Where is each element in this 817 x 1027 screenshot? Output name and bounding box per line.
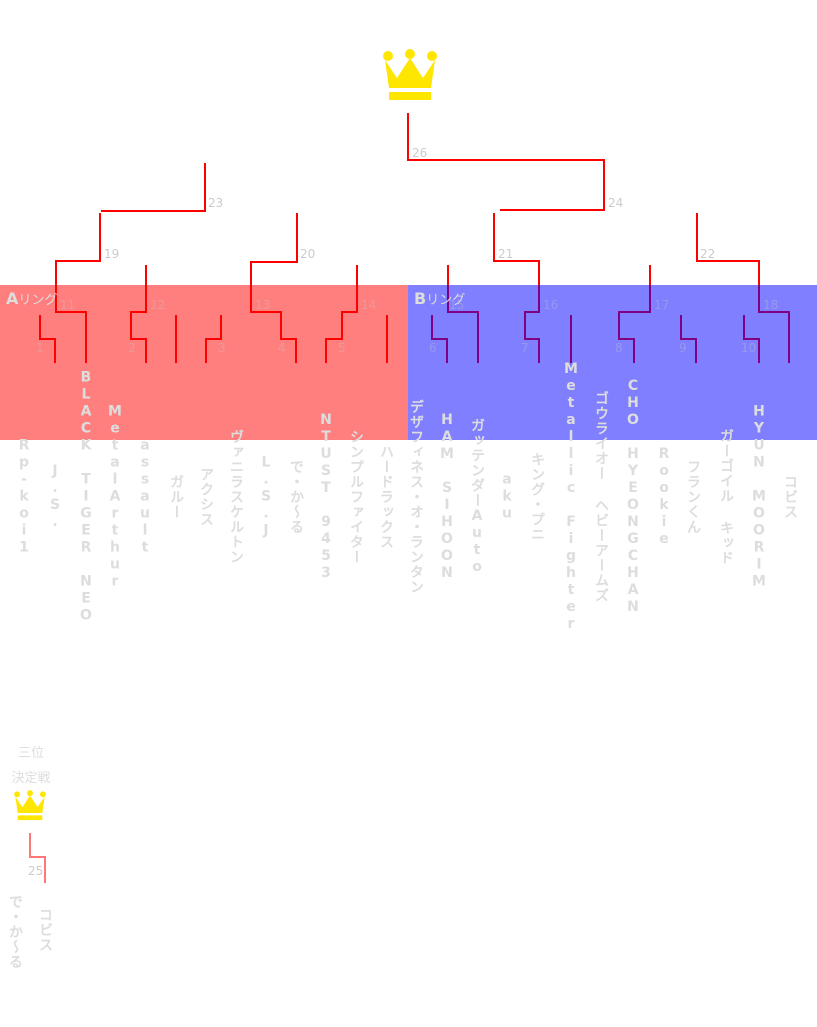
bracket-line: [29, 833, 46, 883]
match-number: 11: [60, 298, 76, 312]
player-name: CHO HYEONGCHAN: [625, 378, 641, 616]
player-name: Rp-koi1: [16, 437, 32, 557]
player-name: キング・プニ: [529, 452, 545, 542]
match-number: 20: [300, 247, 316, 261]
match-number: 19: [104, 247, 120, 261]
match-number: 7: [521, 341, 529, 355]
player-name: で・か〜る: [7, 894, 23, 970]
match-number: 21: [498, 247, 514, 261]
match-number: 26: [412, 146, 428, 160]
match-number: 8: [615, 341, 623, 355]
ring-b-band: Bリング: [408, 285, 817, 440]
player-name: コビス: [782, 474, 798, 520]
match-number: 4: [278, 341, 286, 355]
player-name: コビス: [37, 907, 53, 953]
player-name: で・か〜る: [288, 459, 304, 535]
crown-icon: [383, 49, 437, 100]
player-name: シンプルファイター: [348, 429, 364, 565]
match-number: 25: [28, 864, 44, 878]
player-name: ガーゴイル キッド: [718, 428, 734, 566]
match-number: 2: [128, 341, 136, 355]
third-place-crown-icon: [14, 790, 46, 821]
third-place-title: 決定戦: [11, 771, 51, 786]
bracket-line: [407, 113, 605, 211]
bracket-line: [101, 163, 206, 212]
player-name: assault: [137, 437, 153, 557]
player-name: フランくん: [685, 459, 701, 535]
match-number: 5: [338, 341, 346, 355]
player-name: MetalArthur: [107, 403, 123, 591]
match-number: 6: [429, 341, 437, 355]
match-number: 22: [700, 247, 716, 261]
match-number: 12: [150, 298, 166, 312]
player-name: BLACK TIGER NEO: [78, 369, 94, 625]
player-name: デザフィネス・オ・ランタン: [408, 399, 424, 595]
player-name: ハードラックス: [378, 444, 394, 550]
ring-a-label: Aリング: [6, 289, 58, 308]
player-name: アクシス: [198, 467, 214, 527]
player-name: ゴウライオー ヘビーアームズ: [593, 391, 609, 603]
player-name: ヴァニラスケルトン: [228, 429, 244, 565]
player-name: NTUST 9453: [318, 412, 334, 582]
match-number: 16: [543, 298, 559, 312]
player-name: HYUN MOORIM: [751, 403, 767, 591]
match-number: 24: [608, 196, 624, 210]
match-number: 18: [763, 298, 779, 312]
ring-a-band: Aリング: [0, 285, 408, 440]
third-place-title: 三位: [17, 746, 44, 761]
player-name: J.S.: [47, 463, 63, 531]
match-number: 17: [654, 298, 670, 312]
match-number: 14: [361, 298, 377, 312]
player-name: Metallic Fighter: [563, 361, 579, 633]
match-number: 1: [36, 341, 44, 355]
match-number: 9: [679, 341, 687, 355]
match-number: 15: [449, 298, 465, 312]
match-number: 13: [255, 298, 271, 312]
match-number: 23: [208, 196, 224, 210]
player-name: ガルー: [168, 474, 184, 520]
player-name: Rookie: [656, 446, 672, 548]
player-name: ガッテンダーAuto: [469, 418, 485, 576]
player-name: aku: [499, 471, 515, 523]
match-number: 10: [741, 341, 757, 355]
ring-b-label: Bリング: [414, 289, 466, 308]
match-number: 3: [218, 341, 226, 355]
player-name: L.S.J: [258, 454, 274, 540]
player-name: HAM SIHOON: [439, 412, 455, 582]
